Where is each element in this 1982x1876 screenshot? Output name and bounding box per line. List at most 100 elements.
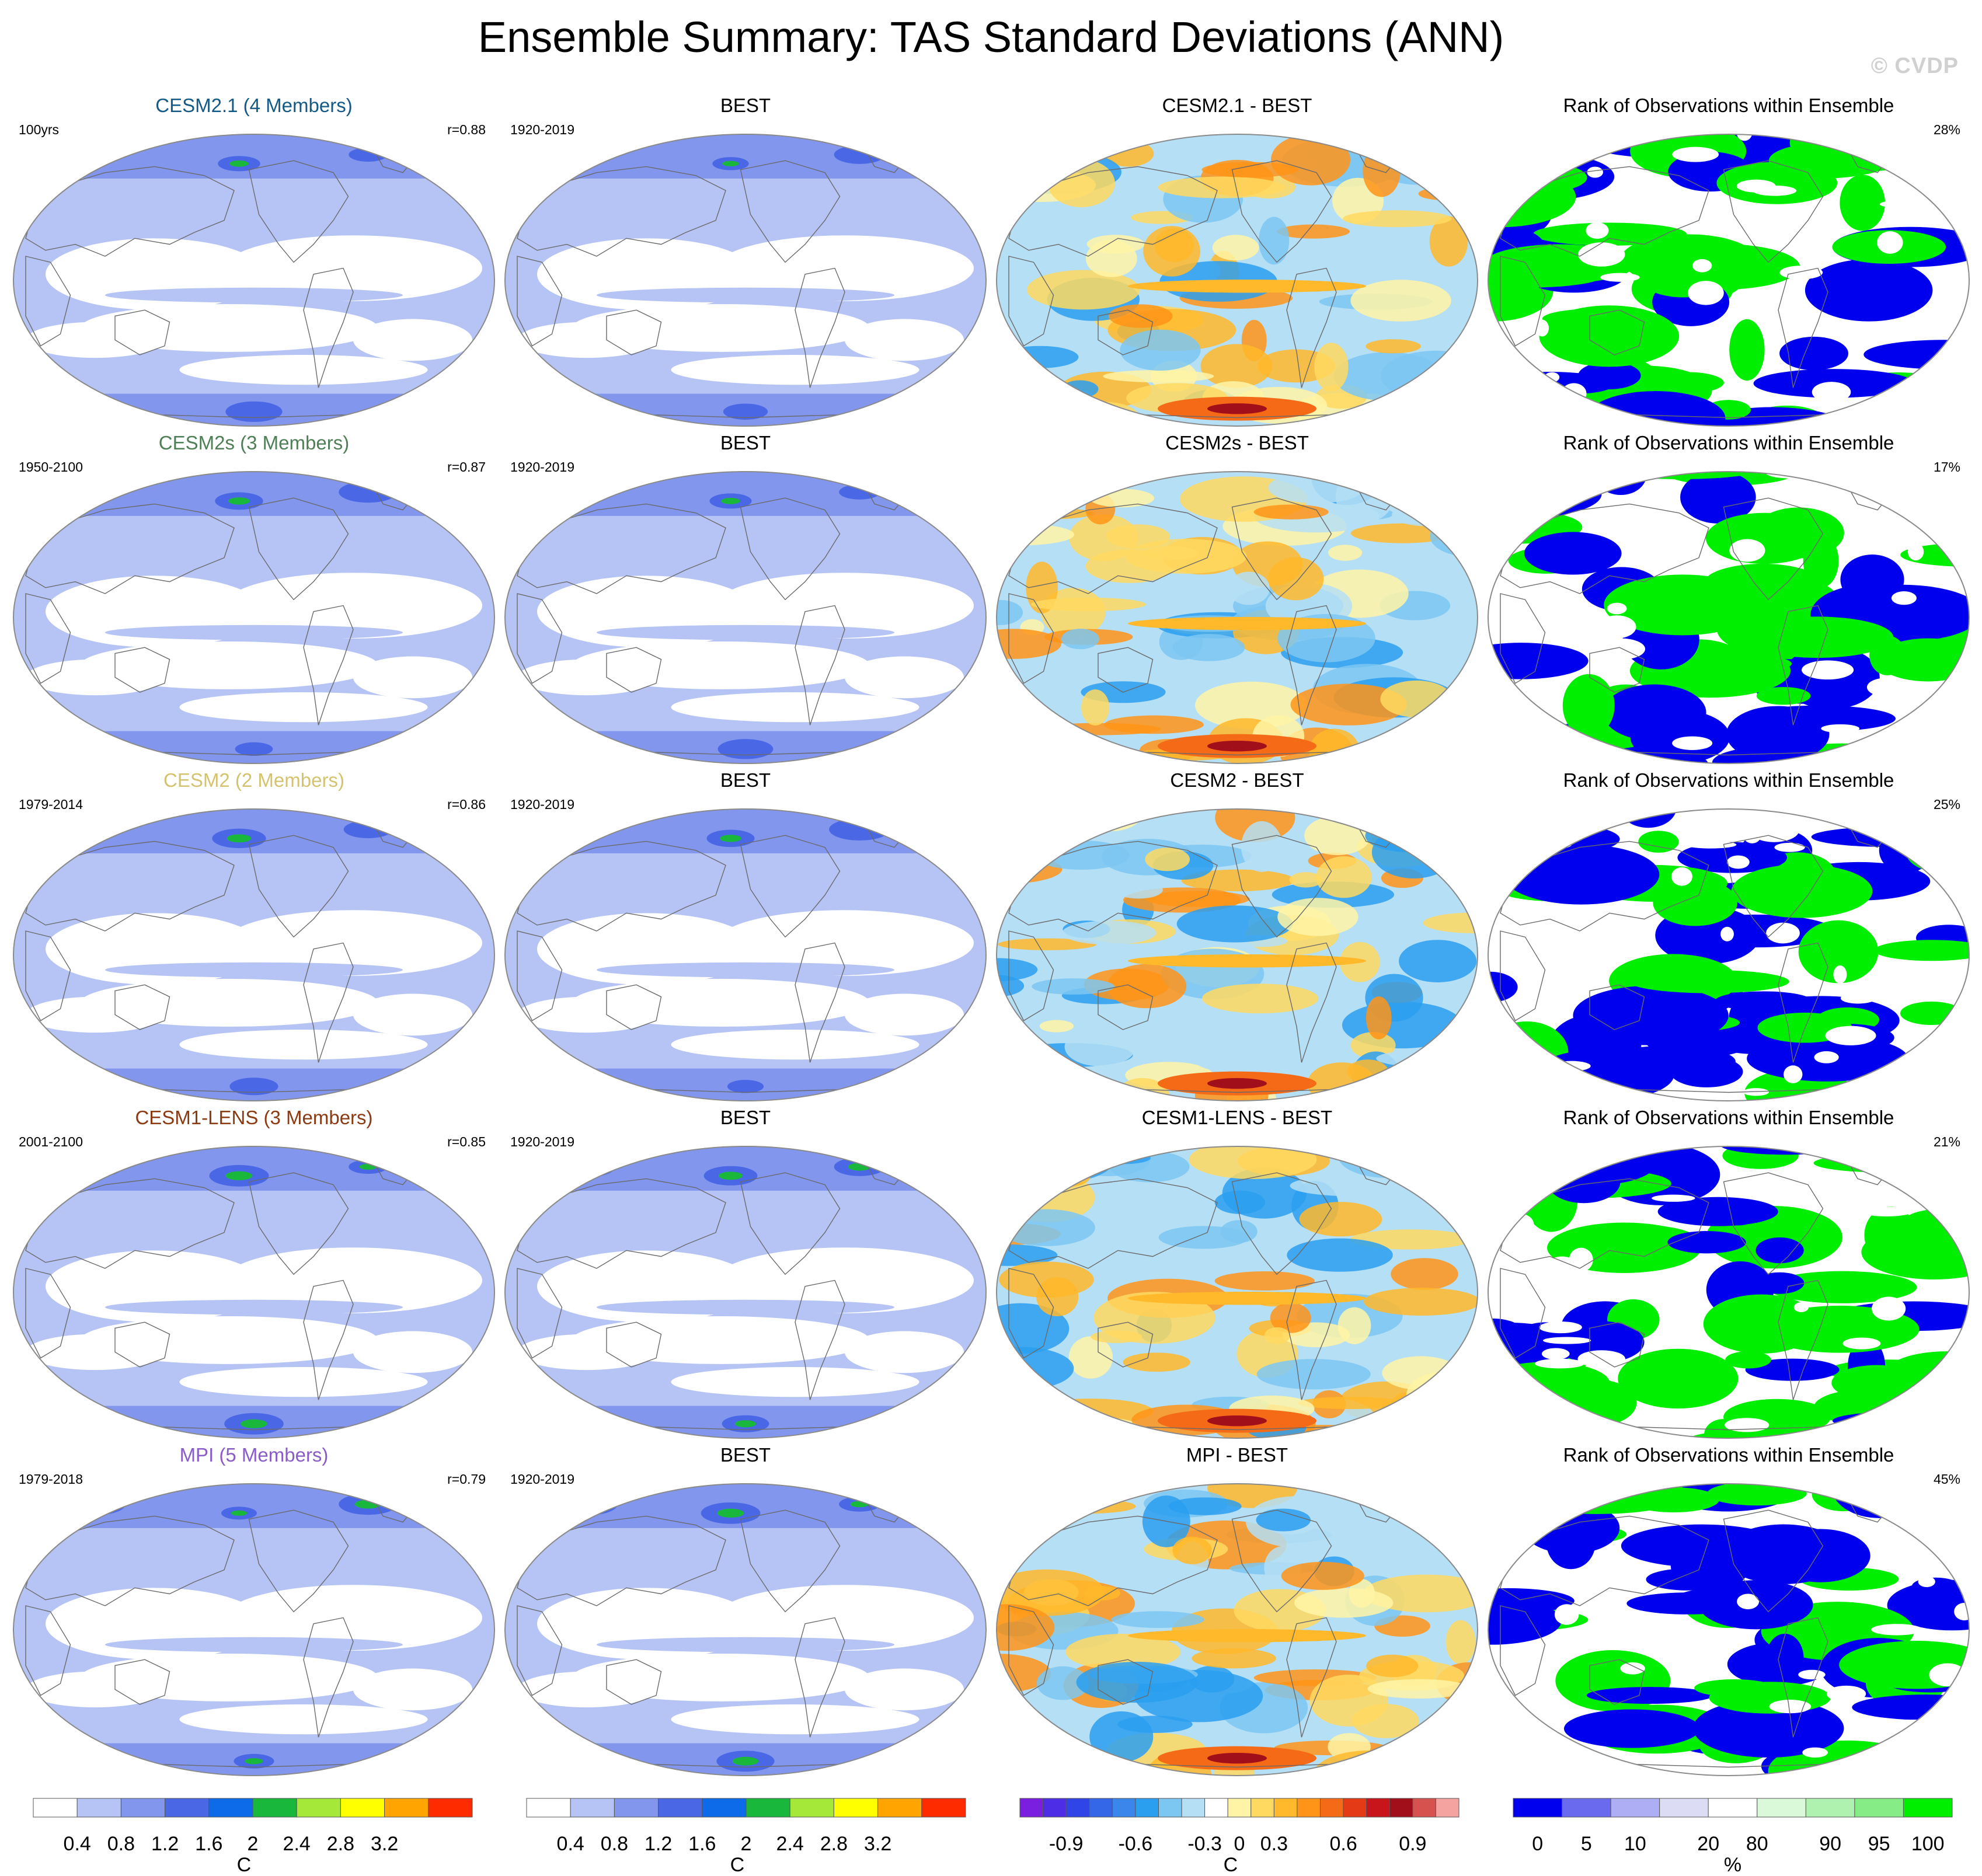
map-border bbox=[504, 808, 987, 1101]
colorbar-unit: C bbox=[236, 1854, 252, 1876]
coastline bbox=[606, 1321, 662, 1368]
map-panel-model: CESM1-LENS (3 Members) 2001-2100 r=0.85 bbox=[6, 1104, 502, 1442]
colorbar-tick-label: -0.3 bbox=[1187, 1833, 1222, 1855]
colorbar-tick-label: 3.2 bbox=[863, 1833, 892, 1855]
colorbar-swatch bbox=[614, 1798, 659, 1818]
coastline bbox=[1500, 503, 1709, 594]
robinson-map bbox=[504, 134, 987, 427]
robinson-map bbox=[504, 1146, 987, 1439]
coastline bbox=[1098, 984, 1154, 1030]
coastline bbox=[25, 1268, 71, 1359]
colorbar-swatch bbox=[1204, 1798, 1228, 1818]
colorbar-tick-label: 2.4 bbox=[776, 1833, 804, 1855]
map-panel-rank: Rank of Observations within Ensemble 21% bbox=[1481, 1104, 1977, 1442]
coastline bbox=[1008, 503, 1218, 594]
colorbar-tick-label: 0 bbox=[1532, 1833, 1544, 1855]
colorbar-swatch bbox=[1343, 1798, 1367, 1818]
coastline bbox=[1286, 605, 1337, 726]
colorbar-swatch bbox=[1135, 1798, 1159, 1818]
coastline bbox=[795, 942, 845, 1063]
coastline bbox=[303, 942, 354, 1063]
robinson-map bbox=[1488, 808, 1970, 1101]
colorbar-tick-label: 20 bbox=[1697, 1833, 1720, 1855]
robinson-map bbox=[996, 471, 1478, 764]
robinson-map bbox=[1488, 1483, 1970, 1776]
colorbar-tick-label: 1.2 bbox=[151, 1833, 179, 1855]
colorbar-swatch bbox=[789, 1798, 834, 1818]
colorbar-swatch bbox=[1854, 1798, 1904, 1818]
coastline bbox=[1008, 1515, 1218, 1606]
map-panel-obs: BEST 1920-2019 bbox=[497, 430, 994, 767]
map-border bbox=[1488, 808, 1970, 1101]
robinson-map bbox=[13, 1146, 495, 1439]
panel-title: BEST bbox=[720, 769, 771, 791]
panel-title: BEST bbox=[720, 1107, 771, 1128]
colorbar-swatch bbox=[702, 1798, 747, 1818]
map-panel-diff: CESM2.1 - BEST bbox=[989, 92, 1485, 430]
colorbar-swatch bbox=[1065, 1798, 1090, 1818]
map-border bbox=[13, 134, 495, 427]
coastline bbox=[1723, 1172, 1824, 1275]
coastline bbox=[114, 309, 170, 355]
map-panel-diff: CESM2 - BEST bbox=[989, 767, 1485, 1104]
colorbar-std: 0.4 0.8 1.2 1.6 2 2.4 2.8 3.2 C bbox=[525, 1777, 1023, 1875]
coastline bbox=[25, 593, 71, 684]
coastline bbox=[303, 267, 354, 388]
coastline bbox=[1286, 942, 1337, 1063]
period-label: 1920-2019 bbox=[510, 797, 574, 812]
robinson-map bbox=[1488, 1146, 1970, 1439]
period-label: 1950-2100 bbox=[19, 459, 83, 475]
map-panel-model: CESM2 (2 Members) 1979-2014 r=0.86 bbox=[6, 767, 502, 1104]
colorbar-tick-label: 5 bbox=[1580, 1833, 1592, 1855]
map-border bbox=[13, 1483, 495, 1776]
colorbar-tick-label: 1.2 bbox=[644, 1833, 673, 1855]
colorbar-swatch bbox=[33, 1798, 78, 1818]
coastline bbox=[1589, 309, 1645, 355]
rank-percent: 21% bbox=[1933, 1134, 1960, 1149]
colorbar-swatch bbox=[1708, 1798, 1758, 1818]
map-panel-obs: BEST 1920-2019 bbox=[497, 1104, 994, 1442]
coastline bbox=[517, 1178, 726, 1269]
map-border bbox=[1488, 471, 1970, 764]
colorbar-swatch bbox=[1043, 1798, 1067, 1818]
colorbar-tick-label: 1.6 bbox=[688, 1833, 716, 1855]
coastline bbox=[1778, 1617, 1828, 1738]
colorbar-tick-label: 100 bbox=[1911, 1833, 1945, 1855]
colorbar-tick-label: 0.6 bbox=[1329, 1833, 1357, 1855]
colorbar-swatch bbox=[1181, 1798, 1206, 1818]
coastline bbox=[795, 1617, 845, 1738]
coastline bbox=[1778, 605, 1828, 726]
coastline bbox=[25, 1515, 235, 1606]
coastline bbox=[517, 166, 726, 257]
colorbar-swatch bbox=[1610, 1798, 1660, 1818]
coastline bbox=[1500, 1515, 1709, 1606]
period-label: 1920-2019 bbox=[510, 459, 574, 475]
colorbar-swatch bbox=[165, 1798, 210, 1818]
colorbar-swatch bbox=[1320, 1798, 1344, 1818]
colorbar-tick-label: 2 bbox=[740, 1833, 752, 1855]
coastline bbox=[606, 984, 662, 1030]
robinson-map bbox=[13, 808, 495, 1101]
coastline bbox=[517, 1268, 563, 1359]
coastline bbox=[114, 647, 170, 693]
panel-title: CESM2 - BEST bbox=[1170, 769, 1304, 791]
coastline bbox=[1723, 835, 1824, 938]
colorbar-swatch bbox=[1089, 1798, 1113, 1818]
coastline bbox=[1231, 497, 1332, 601]
coastline bbox=[1778, 942, 1828, 1063]
rank-percent: 28% bbox=[1933, 122, 1960, 137]
panel-title: BEST bbox=[720, 95, 771, 116]
map-panel-model: CESM2.1 (4 Members) 100yrs r=0.88 bbox=[6, 92, 502, 430]
panel-title: Rank of Observations within Ensemble bbox=[1563, 95, 1894, 116]
colorbar-swatch bbox=[570, 1798, 615, 1818]
coastline bbox=[740, 1509, 841, 1613]
colorbar-swatch bbox=[1513, 1798, 1563, 1818]
colorbar-swatch bbox=[428, 1798, 473, 1818]
map-panel-diff: CESM1-LENS - BEST bbox=[989, 1104, 1485, 1442]
robinson-map bbox=[1488, 134, 1970, 427]
coastline bbox=[740, 835, 841, 938]
coastline bbox=[1500, 166, 1709, 257]
coastline bbox=[606, 647, 662, 693]
period-label: 100yrs bbox=[19, 122, 60, 137]
robinson-map bbox=[13, 471, 495, 764]
